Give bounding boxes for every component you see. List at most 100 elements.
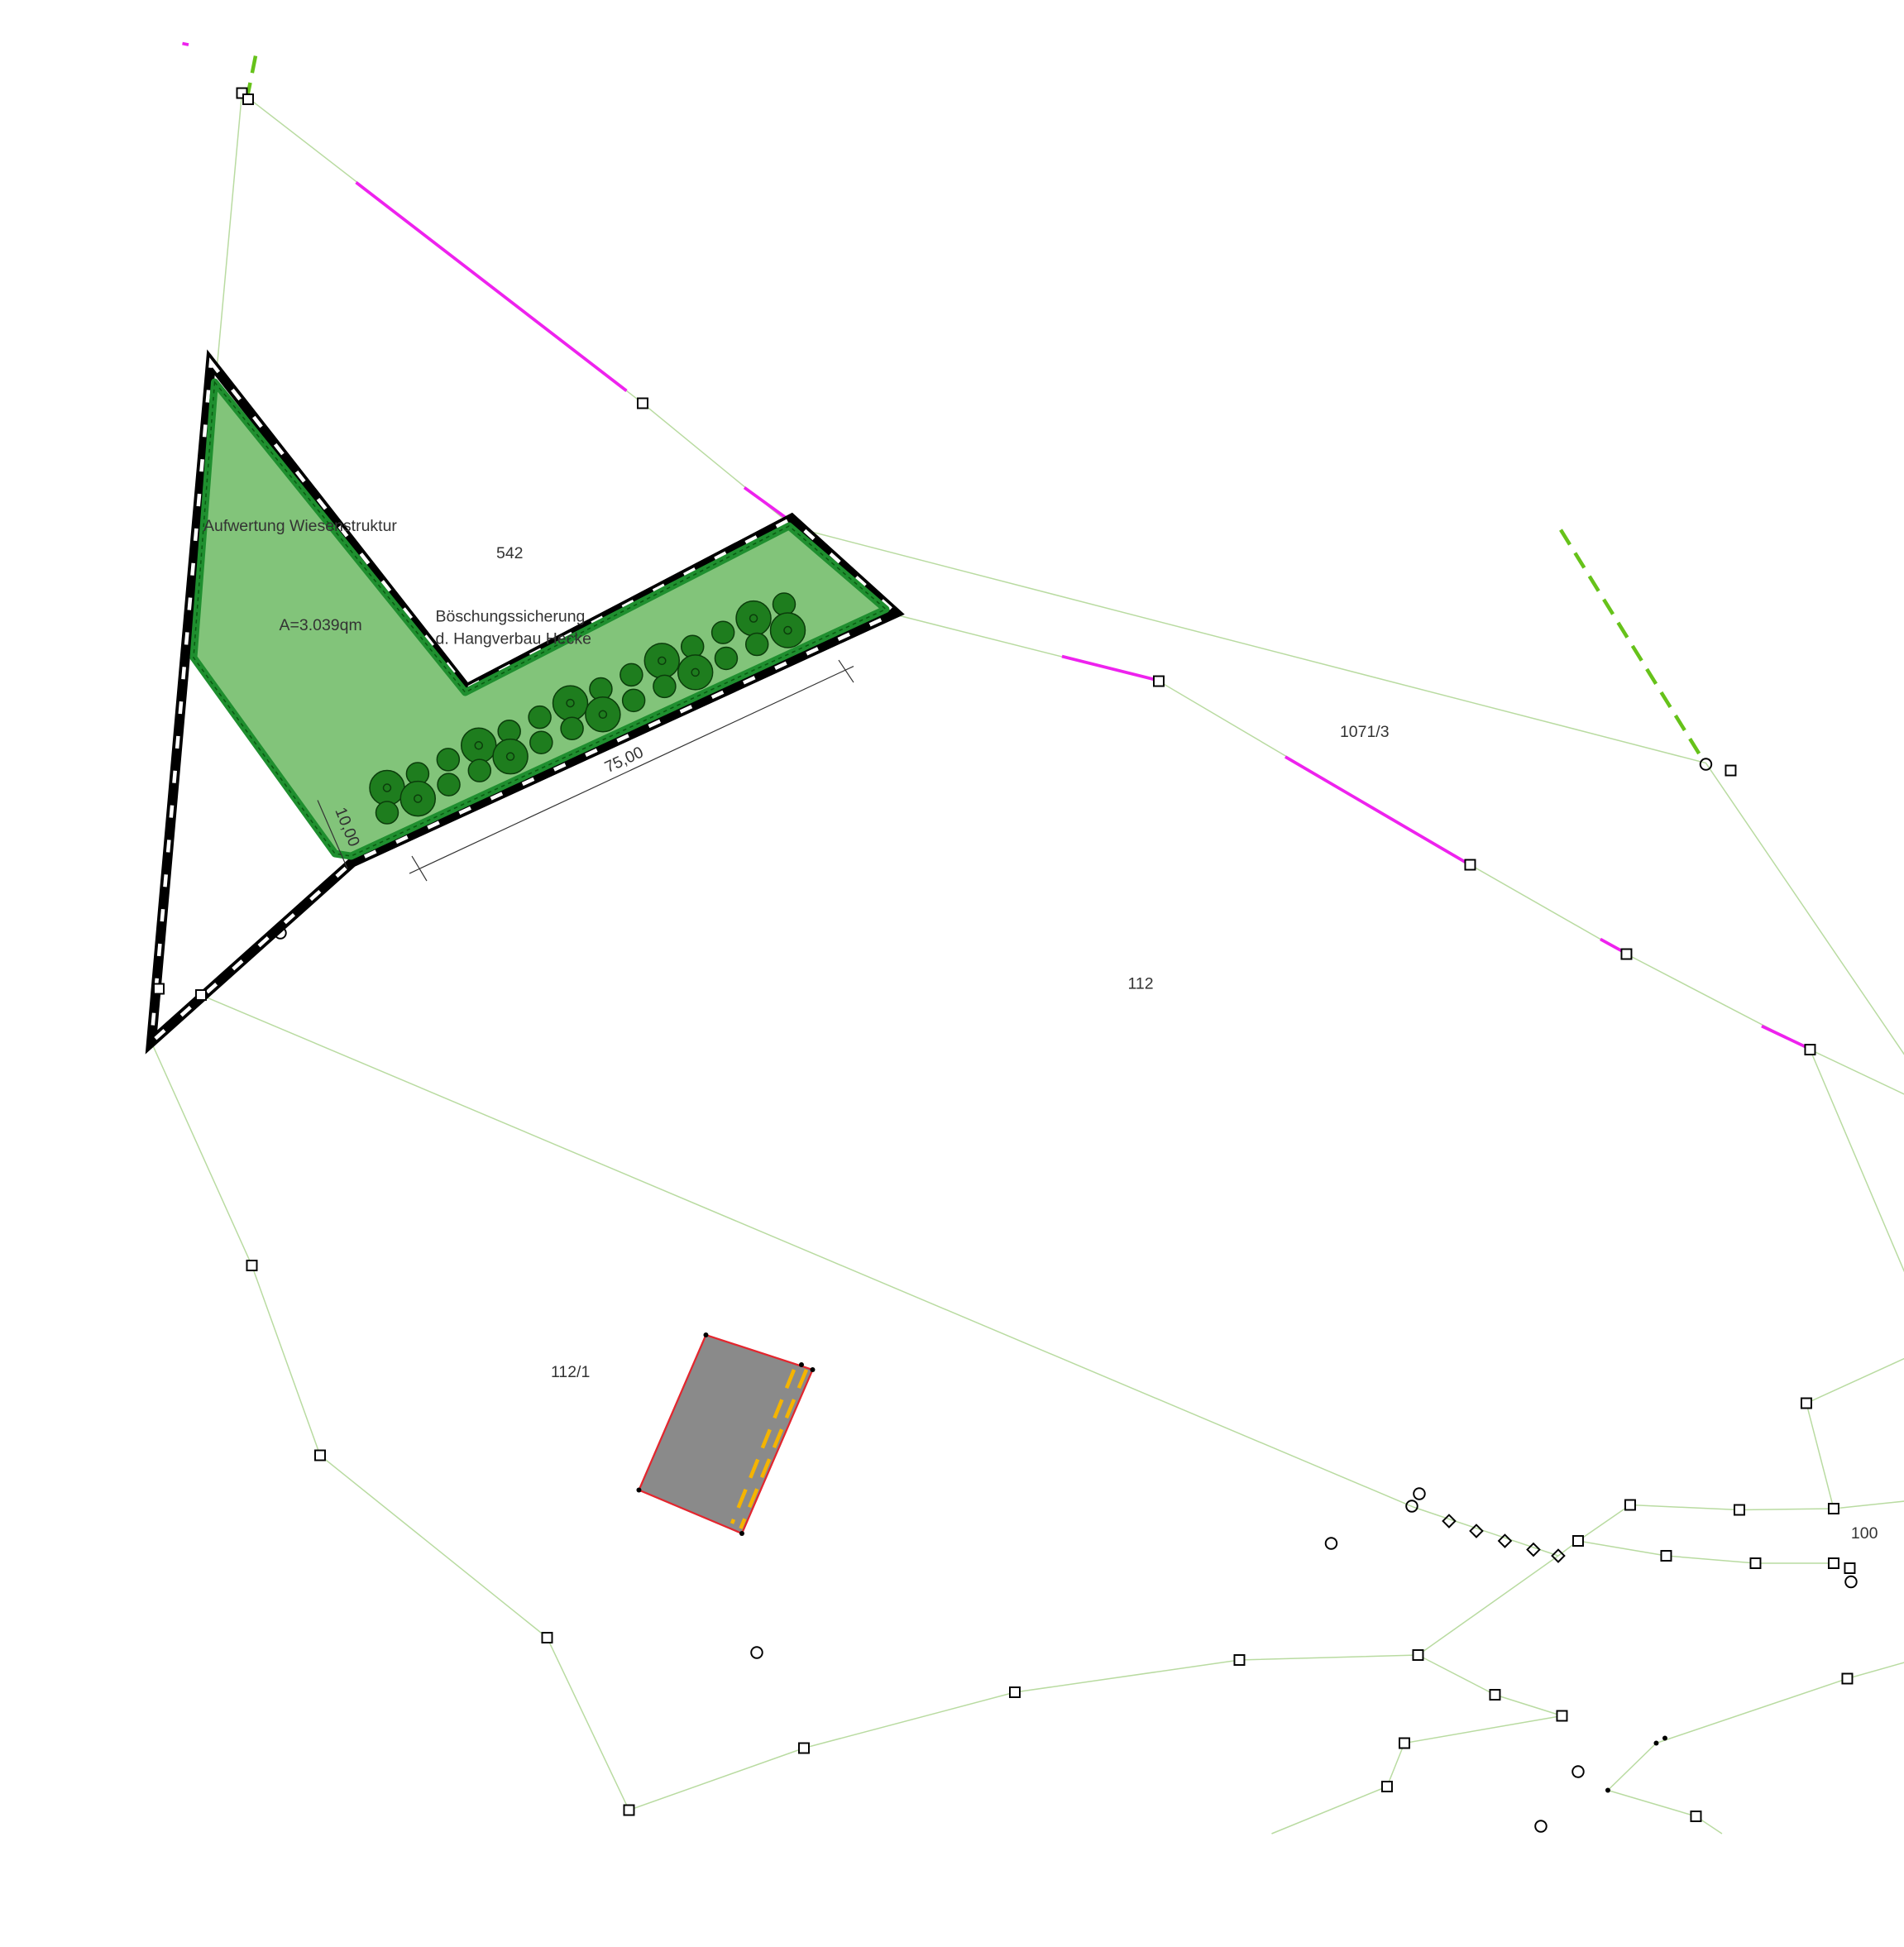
- tree: [369, 769, 405, 806]
- boundary-point: [242, 93, 254, 106]
- tree: [560, 716, 584, 741]
- tree: [769, 612, 806, 648]
- magenta-segments: [182, 41, 1810, 1050]
- tree-center: [382, 783, 392, 792]
- boundary-point: [1380, 1781, 1393, 1792]
- survey-point: [1324, 1537, 1338, 1550]
- tree-center: [414, 794, 423, 803]
- tree: [620, 663, 643, 687]
- area-border-pattern: [193, 380, 887, 857]
- boundary-point: [153, 983, 165, 995]
- boundary-point: [1489, 1689, 1501, 1701]
- tree: [680, 634, 705, 659]
- boundary-point: [623, 1804, 635, 1816]
- boundary-point: [1800, 1397, 1812, 1409]
- vertex: [810, 1367, 816, 1373]
- boundary-point: [1556, 1710, 1568, 1722]
- boundary-point: [1827, 1503, 1839, 1514]
- building: [638, 1333, 815, 1535]
- dimension: [317, 659, 854, 882]
- marker-point: [1526, 1542, 1541, 1557]
- boundary-point: [1398, 1737, 1410, 1749]
- hedge: [369, 592, 806, 825]
- tree-center: [598, 710, 608, 720]
- tree: [772, 592, 797, 616]
- survey-point: [1699, 758, 1713, 771]
- boundary-point: [1841, 1672, 1854, 1685]
- survey-point: [1844, 1575, 1858, 1589]
- vertex: [703, 1332, 709, 1338]
- hedge-label: Böschungssicherung: [435, 608, 585, 626]
- tree-center: [749, 614, 758, 623]
- area-size: A=3.039qm: [279, 616, 361, 634]
- boundary-point: [1733, 1504, 1745, 1516]
- boundary-point: [1620, 948, 1633, 960]
- boundary-point: [1749, 1557, 1762, 1569]
- area-title: Aufwertung Wiesenstruktur: [203, 517, 397, 535]
- survey-point: [274, 926, 287, 940]
- tree-center: [658, 656, 667, 666]
- boundary-point: [1844, 1562, 1856, 1574]
- survey-point: [1405, 1500, 1418, 1513]
- tree: [735, 600, 772, 637]
- boundary-points: [153, 87, 1858, 1833]
- tree: [437, 773, 461, 796]
- boundary-point: [798, 1742, 810, 1754]
- boundary-point: [314, 1449, 326, 1461]
- tree: [529, 730, 553, 754]
- tree: [492, 738, 529, 775]
- tree: [744, 632, 769, 657]
- survey-point: [1413, 1487, 1426, 1500]
- survey-point: [750, 1646, 763, 1659]
- parcel-number: 542: [496, 544, 524, 562]
- vertex: [1653, 1740, 1659, 1746]
- survey-point: [1534, 1820, 1548, 1833]
- boundary-point: [637, 397, 648, 409]
- marker-point: [1497, 1533, 1513, 1548]
- tree: [621, 688, 646, 713]
- boundary-point: [1804, 1044, 1816, 1055]
- parcel-number: 112: [1127, 975, 1153, 993]
- tree: [528, 705, 552, 730]
- tree-center: [566, 698, 575, 708]
- boundary-point: [541, 1632, 553, 1643]
- marker-point: [1442, 1514, 1457, 1528]
- parcel-number: 112/1: [551, 1363, 590, 1381]
- tree: [714, 646, 739, 671]
- boundary-point: [1725, 764, 1737, 777]
- parcel-number: 1071/3: [1340, 723, 1390, 741]
- boundary-point: [236, 87, 248, 99]
- survey-point: [1572, 1765, 1585, 1778]
- boundary-point: [1690, 1811, 1702, 1822]
- boundary-point: [1412, 1649, 1424, 1661]
- boundary-point: [1572, 1535, 1584, 1547]
- boundary-point: [1008, 1686, 1021, 1698]
- tree: [677, 654, 714, 691]
- tree: [375, 801, 399, 825]
- marker-point: [1469, 1524, 1484, 1538]
- tree: [467, 758, 492, 782]
- tree: [585, 696, 621, 733]
- tree-center: [691, 667, 700, 677]
- hedge-label: d. Hangverbau Hecke: [435, 630, 591, 648]
- vertex: [1662, 1735, 1667, 1741]
- boundary-point: [195, 989, 207, 1001]
- boundary-point: [246, 1260, 258, 1271]
- tree: [399, 780, 437, 817]
- parcel-boundaries: [151, 92, 1904, 1835]
- tree: [552, 685, 589, 721]
- boundary-point: [1233, 1654, 1246, 1666]
- tree-center: [474, 741, 484, 750]
- boundary-point: [1827, 1557, 1839, 1569]
- tree: [643, 643, 681, 679]
- dashed-lines: [245, 55, 1705, 762]
- boundary-point: [1464, 859, 1476, 871]
- tree: [461, 727, 497, 764]
- boundary-point: [1152, 675, 1165, 687]
- marker-point: [1551, 1548, 1566, 1563]
- tree-center: [505, 752, 515, 761]
- tree: [710, 620, 735, 644]
- parcel-number: 100: [1851, 1524, 1878, 1543]
- boundary-point: [1660, 1550, 1672, 1562]
